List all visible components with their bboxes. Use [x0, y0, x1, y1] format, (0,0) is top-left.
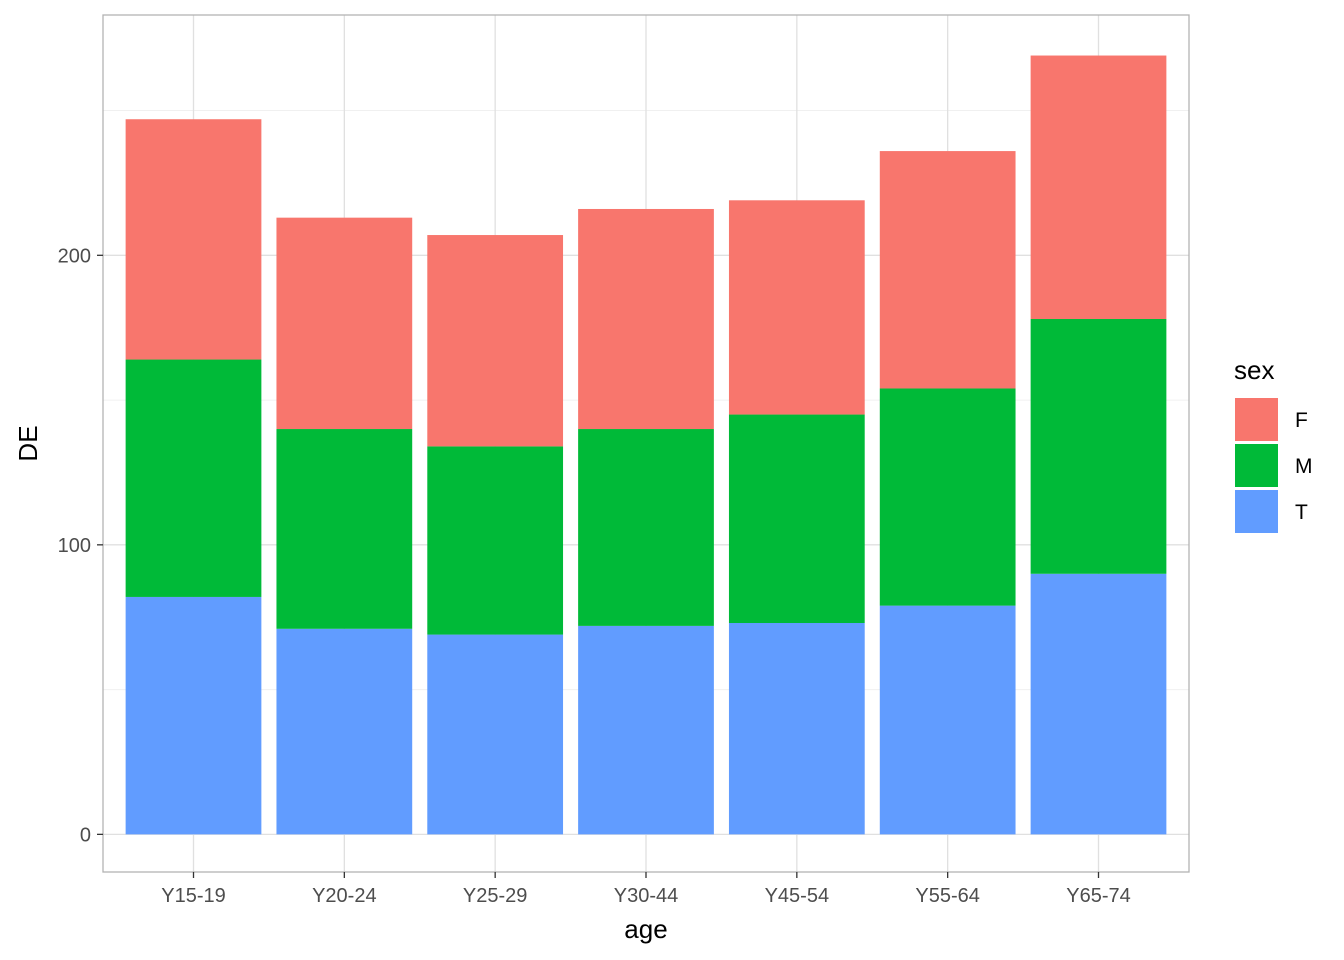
bar-F-Y45-54: [728, 200, 865, 415]
bar-T-Y55-64: [879, 605, 1016, 835]
bar-T-Y65-74: [1030, 573, 1167, 835]
bar-M-Y55-64: [879, 388, 1016, 606]
legend: sex FMT: [1234, 355, 1313, 533]
legend-title: sex: [1234, 355, 1274, 385]
legend-label-F: F: [1295, 409, 1308, 432]
bar-F-Y15-19: [125, 119, 262, 360]
legend-key-M: [1235, 444, 1278, 487]
bar-F-Y20-24: [276, 217, 413, 430]
bar-M-Y65-74: [1030, 319, 1167, 574]
bar-T-Y45-54: [728, 623, 865, 835]
bar-T-Y30-44: [578, 625, 714, 835]
bar-M-Y20-24: [276, 429, 413, 629]
bar-T-Y20-24: [276, 628, 413, 835]
y-tick-label: 100: [58, 535, 91, 557]
y-tick-label: 200: [58, 245, 91, 267]
x-axis-title: age: [624, 914, 667, 944]
x-tick-label: Y65-74: [1066, 885, 1131, 907]
axes: 0 100 200 Y15-19 Y20-24 Y25-29 Y30-44 Y45-54 Y55…: [58, 245, 1131, 907]
x-tick-label: Y15-19: [161, 885, 226, 907]
bar-T-Y15-19: [125, 596, 262, 835]
bar-M-Y15-19: [125, 359, 262, 597]
bar-T-Y25-29: [427, 634, 564, 835]
x-tick-label: Y25-29: [463, 885, 528, 907]
bar-M-Y45-54: [728, 414, 865, 624]
bar-F-Y65-74: [1030, 55, 1167, 320]
x-tick-label: Y45-54: [765, 885, 830, 907]
legend-label-T: T: [1295, 501, 1308, 524]
x-tick-label: Y55-64: [915, 885, 980, 907]
x-tick-label: Y20-24: [312, 885, 377, 907]
bar-F-Y25-29: [427, 235, 564, 447]
legend-key-T: [1235, 490, 1278, 533]
y-axis-title: DE: [13, 425, 43, 461]
legend-key-F: [1235, 398, 1278, 441]
bar-M-Y25-29: [427, 446, 564, 635]
y-tick-label: 0: [80, 824, 91, 846]
bar-F-Y55-64: [879, 151, 1016, 389]
bars: [125, 55, 1167, 835]
legend-items: FMT: [1235, 398, 1313, 533]
x-tick-label: Y30-44: [614, 885, 679, 907]
legend-label-M: M: [1295, 455, 1313, 478]
bar-M-Y30-44: [578, 429, 714, 626]
bar-F-Y30-44: [578, 208, 714, 430]
